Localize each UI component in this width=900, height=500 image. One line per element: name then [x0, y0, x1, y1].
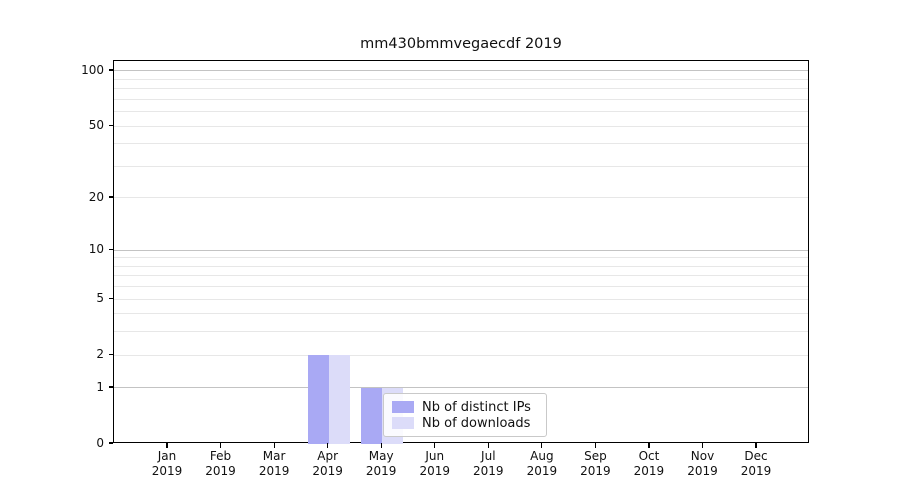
- x-tick-month: Feb: [209, 449, 232, 463]
- x-tick-month: Oct: [638, 449, 660, 463]
- gridline: [114, 286, 808, 288]
- bar-distinct-ips: [361, 387, 383, 444]
- gridline: [114, 98, 808, 100]
- legend-swatch-downloads: [392, 417, 414, 429]
- gridline: [114, 249, 808, 251]
- x-tick-month: May: [368, 449, 394, 463]
- x-tick-month: Sep: [584, 449, 607, 463]
- x-tick-mark: [541, 443, 543, 448]
- x-tick-mark: [755, 443, 757, 448]
- x-tick-month: Mar: [262, 449, 286, 463]
- gridline: [114, 197, 808, 199]
- gridline: [114, 354, 808, 356]
- y-tick-label: 50: [88, 118, 104, 133]
- gridline: [114, 165, 808, 167]
- y-tick-mark: [109, 124, 113, 126]
- legend-swatch-distinct-ips: [392, 401, 414, 413]
- x-tick-month: Nov: [690, 449, 715, 463]
- y-tick-label: 10: [88, 242, 104, 257]
- x-tick-label: May 2019: [349, 449, 413, 479]
- y-tick-mark: [109, 297, 113, 299]
- x-tick-year: 2019: [633, 464, 665, 478]
- legend-label: Nb of downloads: [422, 415, 531, 431]
- legend-item: Nb of distinct IPs: [392, 399, 538, 415]
- y-tick-mark: [109, 196, 113, 198]
- y-tick-label: 1: [96, 379, 104, 394]
- x-tick-year: 2019: [419, 464, 451, 478]
- x-tick-year: 2019: [258, 464, 290, 478]
- y-tick-mark: [109, 353, 113, 355]
- x-tick-mark: [594, 443, 596, 448]
- y-tick-label: 100: [81, 62, 104, 77]
- x-tick-year: 2019: [687, 464, 718, 478]
- gridline: [114, 331, 808, 333]
- gridline: [114, 88, 808, 90]
- y-tick-label: 5: [96, 291, 104, 306]
- gridline: [114, 111, 808, 113]
- x-tick-label: Jun 2019: [403, 449, 467, 479]
- legend-item: Nb of downloads: [392, 415, 538, 431]
- x-tick-label: Apr 2019: [296, 449, 360, 479]
- x-tick-month: Aug: [530, 449, 554, 463]
- gridline: [114, 125, 808, 127]
- y-tick-mark: [109, 248, 113, 250]
- gridline: [114, 387, 808, 389]
- x-tick-mark: [648, 443, 650, 448]
- x-tick-year: 2019: [740, 464, 772, 478]
- x-tick-mark: [434, 443, 436, 448]
- x-tick-year: 2019: [473, 464, 504, 478]
- y-tick-label: 2: [96, 347, 104, 362]
- plot-area: Nb of distinct IPs Nb of downloads: [113, 60, 809, 444]
- bar-distinct-ips: [307, 355, 329, 444]
- x-tick-label: Sep 2019: [563, 449, 627, 479]
- x-tick-year: 2019: [365, 464, 397, 478]
- y-tick-mark: [109, 442, 113, 444]
- x-tick-mark: [701, 443, 704, 448]
- x-tick-mark: [166, 443, 168, 448]
- x-tick-label: Mar 2019: [242, 449, 306, 479]
- gridline: [114, 143, 808, 145]
- gridline: [114, 78, 808, 80]
- legend-label: Nb of distinct IPs: [422, 399, 531, 415]
- x-tick-mark: [487, 443, 489, 448]
- x-tick-label: Feb 2019: [189, 449, 253, 479]
- x-tick-year: 2019: [526, 464, 558, 478]
- x-tick-label: Oct 2019: [617, 449, 681, 479]
- gridline: [114, 257, 808, 259]
- y-tick-label: 0: [96, 436, 104, 450]
- x-tick-year: 2019: [312, 464, 343, 478]
- x-tick-year: 2019: [580, 464, 611, 478]
- x-tick-month: Jun: [425, 449, 445, 463]
- x-tick-month: Jul: [481, 449, 496, 463]
- x-tick-label: Nov 2019: [671, 449, 735, 479]
- gridline: [114, 70, 808, 72]
- x-tick-label: Jul 2019: [456, 449, 520, 479]
- x-tick-mark: [273, 443, 275, 448]
- y-tick-mark: [109, 386, 113, 388]
- x-tick-month: Apr: [317, 449, 339, 463]
- gridline: [114, 298, 808, 300]
- x-tick-mark: [380, 443, 382, 448]
- x-tick-month: Jan: [157, 449, 177, 463]
- x-tick-label: Dec 2019: [724, 449, 788, 479]
- x-tick-year: 2019: [151, 464, 183, 478]
- gridline: [114, 313, 808, 315]
- y-tick-label: 20: [88, 189, 104, 204]
- bar-downloads: [328, 355, 350, 444]
- x-tick-year: 2019: [205, 464, 236, 478]
- x-tick-month: Dec: [744, 449, 768, 463]
- y-tick-mark: [109, 69, 113, 71]
- x-tick-mark: [327, 443, 329, 448]
- x-tick-mark: [219, 443, 222, 448]
- gridline: [114, 265, 808, 267]
- x-tick-label: Jan 2019: [135, 449, 199, 479]
- chart-title: mm430bmmvegaecdf 2019: [360, 36, 562, 52]
- legend: Nb of distinct IPs Nb of downloads: [383, 393, 547, 437]
- x-tick-label: Aug 2019: [510, 449, 574, 479]
- gridline: [114, 275, 808, 277]
